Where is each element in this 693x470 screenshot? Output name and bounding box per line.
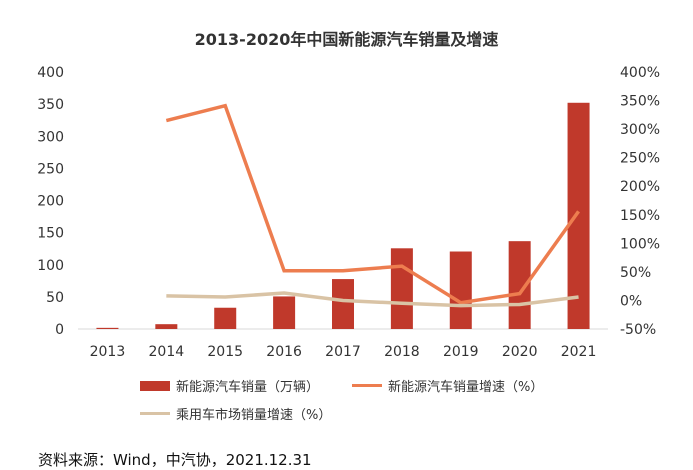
right-axis-tick: 250% xyxy=(620,151,660,167)
bar-2020 xyxy=(508,241,531,329)
legend-swatch-passenger-growth xyxy=(140,412,170,415)
right-axis-tick: -50% xyxy=(620,322,656,338)
legend-swatch-nev-growth xyxy=(352,384,382,387)
legend-item-passenger-growth: 乘用车市场销量增速（%） xyxy=(140,404,331,423)
x-axis-tick: 2013 xyxy=(90,344,126,360)
bar-2018 xyxy=(390,248,413,329)
line-nev-growth xyxy=(165,103,580,305)
x-axis-tick: 2016 xyxy=(266,344,302,360)
x-axis-tick: 2014 xyxy=(149,344,185,360)
left-axis-tick: 250 xyxy=(37,161,64,177)
left-axis-tick: 350 xyxy=(37,97,64,113)
right-axis-tick: 350% xyxy=(620,94,660,110)
left-axis-tick: 100 xyxy=(37,258,64,274)
legend-item-sales: 新能源汽车销量（万辆） xyxy=(140,376,319,395)
legend-item-nev-growth: 新能源汽车销量增速（%） xyxy=(352,376,543,395)
x-axis-tick: 2015 xyxy=(207,344,243,360)
x-axis-tick: 2019 xyxy=(443,344,479,360)
legend-label-passenger-growth: 乘用车市场销量增速（%） xyxy=(176,408,332,423)
left-axis-tick: 200 xyxy=(37,194,64,210)
x-axis-tick: 2021 xyxy=(561,344,597,360)
legend-swatch-sales xyxy=(140,380,170,391)
left-axis-tick: 300 xyxy=(37,129,64,145)
right-axis-tick: 50% xyxy=(620,265,651,281)
right-axis-tick: 0% xyxy=(620,293,642,309)
bar-2017 xyxy=(332,279,354,329)
left-axis-tick: 400 xyxy=(37,65,64,81)
left-axis-tick: 0 xyxy=(55,322,64,338)
x-axis-tick: 2017 xyxy=(325,344,361,360)
chart-title: 2013-2020年中国新能源汽车销量及增速 xyxy=(194,30,499,49)
right-axis-tick: 200% xyxy=(620,179,660,195)
right-axis-tick: 150% xyxy=(620,208,660,224)
left-axis-tick: 150 xyxy=(37,226,64,242)
x-axis-tick: 2020 xyxy=(502,344,538,360)
bar-2015 xyxy=(214,307,237,329)
bar-2013 xyxy=(96,327,119,329)
bar-2014 xyxy=(155,324,178,329)
right-axis-tick: 400% xyxy=(620,65,660,81)
right-axis-tick: 300% xyxy=(620,122,660,138)
legend-label-nev-growth: 新能源汽车销量增速（%） xyxy=(388,380,544,395)
bar-2021 xyxy=(567,102,590,329)
line-passenger-growth xyxy=(166,291,579,308)
right-axis-tick: 100% xyxy=(620,236,660,252)
source-note: 资料来源：Wind，中汽协，2021.12.31 xyxy=(38,451,312,469)
bar-2016 xyxy=(273,296,296,329)
left-axis-tick: 50 xyxy=(46,290,64,306)
bar-2019 xyxy=(449,251,472,329)
x-axis-tick: 2018 xyxy=(384,344,420,360)
legend-label-sales: 新能源汽车销量（万辆） xyxy=(176,380,320,395)
